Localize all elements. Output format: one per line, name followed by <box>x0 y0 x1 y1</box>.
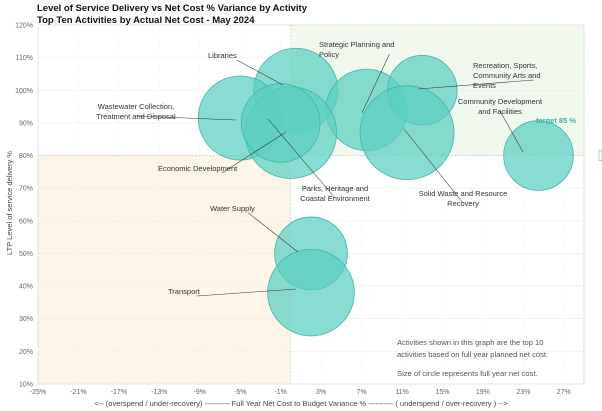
bubble-label-4: Wastewater Collection, Treatment and Disp… <box>96 102 176 121</box>
x-tick-label: -17% <box>111 389 127 396</box>
target-label: target 85 % <box>536 116 576 125</box>
x-tick-label: 15% <box>435 389 449 396</box>
bubble-label-8: Water Supply <box>210 204 255 213</box>
x-tick-label: 7% <box>356 389 366 396</box>
y-tick-label: 60% <box>19 218 33 225</box>
chart-title: Level of Service Delivery vs Net Cost % … <box>37 3 308 14</box>
note-line-2: activities based on full year planned ne… <box>397 350 548 359</box>
leader-line-9 <box>196 288 297 297</box>
y-tick-label: 10% <box>19 382 33 389</box>
leader-line-6 <box>267 118 336 199</box>
x-axis-label: <-- (overspend / under-recovery) -------… <box>94 399 508 408</box>
bubble-label-7: Solid Waste and Resource Recovery <box>419 189 508 208</box>
y-tick-label: 80% <box>19 153 33 160</box>
bubble-label-9: Transport <box>168 287 201 296</box>
y-tick-label: 20% <box>19 349 33 356</box>
leader-line-0 <box>236 59 284 86</box>
bubble-3 <box>503 120 574 191</box>
bubble-6 <box>240 83 321 163</box>
bubble-label-6: Parks, Heritage and Coastal Environment <box>300 184 371 203</box>
bubble-label-3: Community Development and Facilities <box>458 97 543 116</box>
y-axis-label: LTP Level of service delivery % <box>5 151 14 255</box>
leader-line-8 <box>248 212 299 253</box>
x-tick-label: -25% <box>30 389 46 396</box>
y-tick-label: 70% <box>19 186 33 193</box>
note-line-3: Size of circle represents full year net … <box>397 369 538 378</box>
x-tick-label: -21% <box>70 389 86 396</box>
scroll-marker <box>598 150 602 161</box>
bubble-label-2: Recreation, Sports, Community Arts and Eve… <box>473 61 541 90</box>
x-tick-label: 23% <box>516 389 530 396</box>
x-tick-label: 19% <box>476 389 490 396</box>
y-tick-label: 100% <box>15 88 33 95</box>
y-tick-label: 30% <box>19 316 33 323</box>
note-line-1: Activities shown in this graph are the t… <box>397 338 543 347</box>
leader-line-1 <box>361 53 390 114</box>
bubble-label-1: Strategic Planning and Policy <box>319 40 394 59</box>
bubble-label-0: Libraries <box>208 51 237 60</box>
y-tick-label: 110% <box>16 55 33 62</box>
leader-line-2 <box>417 79 534 90</box>
leader-line-4 <box>135 115 237 121</box>
x-tick-label: 27% <box>557 389 571 396</box>
y-tick-label: 90% <box>19 120 33 127</box>
bubble-label-5: Economic Development <box>158 164 238 173</box>
y-tick-label: 40% <box>19 284 33 291</box>
x-tick-label: 11% <box>395 389 409 396</box>
x-tick-label: -9% <box>194 389 206 396</box>
leader-line-7 <box>403 128 464 204</box>
underperform-zone <box>38 155 291 384</box>
x-tick-label: -13% <box>151 389 167 396</box>
y-tick-label: 120% <box>15 23 33 30</box>
leader-line-5 <box>221 131 287 174</box>
x-tick-label: -5% <box>234 389 246 396</box>
leader-line-3 <box>499 110 524 153</box>
chart-subtitle: Top Ten Activities by Actual Net Cost - … <box>37 15 255 26</box>
x-tick-label: -1% <box>274 389 286 396</box>
y-tick-label: 50% <box>19 251 33 258</box>
bubble-9 <box>267 248 355 337</box>
x-tick-label: 3% <box>316 389 326 396</box>
